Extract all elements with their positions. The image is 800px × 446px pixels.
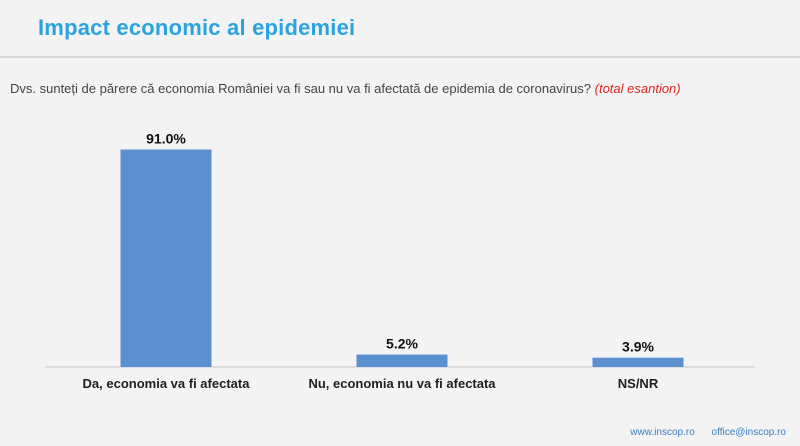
bar-3 (592, 357, 684, 367)
bar-2 (356, 354, 448, 367)
survey-question: Dvs. sunteți de părere că economia Român… (10, 81, 800, 96)
header-band (0, 0, 800, 58)
category-label-1: Da, economia va fi afectata (83, 376, 251, 391)
bar-1 (120, 149, 212, 367)
footer-email[interactable]: office@inscop.ro (711, 427, 786, 438)
footer-website[interactable]: www.inscop.ro (630, 427, 695, 438)
category-label-3: NS/NR (618, 376, 659, 391)
page-title: Impact economic al epidemiei (38, 15, 356, 40)
data-label-2: 5.2% (386, 336, 418, 352)
bars-group: 91.0% Da, economia va fi afectata 5.2% Nu, … (83, 131, 684, 391)
category-label-2: Nu, economia nu va fi afectata (308, 376, 496, 391)
question-note: (total esantion) (594, 81, 681, 96)
footer: www.inscop.ro office@inscop.ro (630, 427, 786, 438)
data-label-3: 3.9% (622, 339, 654, 355)
question-text: Dvs. sunteți de părere că economia Român… (10, 81, 591, 96)
data-label-1: 91.0% (146, 131, 186, 147)
